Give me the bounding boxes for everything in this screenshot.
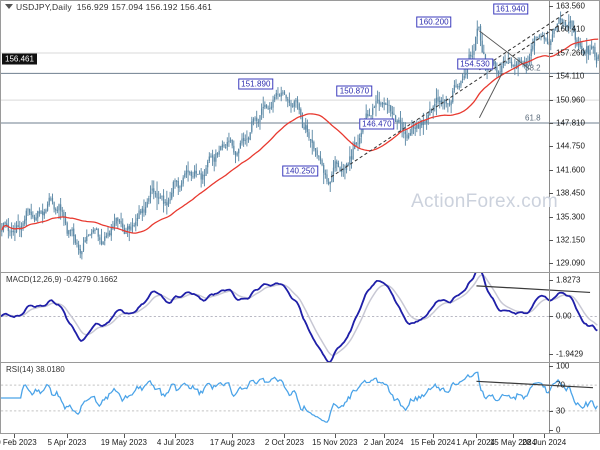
date-axis-tick — [475, 434, 477, 438]
date-axis-tick — [432, 434, 434, 438]
price-axis-tick — [549, 52, 553, 54]
rsi-axis-divider — [549, 363, 550, 433]
date-axis-label: 4 Jul 2023 — [156, 438, 194, 447]
price-axis-label: 157.260 — [556, 48, 585, 58]
date-axis-label: 20 Feb 2023 — [0, 438, 37, 447]
price-axis-tick — [549, 240, 553, 242]
price-tag[interactable]: 161.940 — [492, 3, 529, 15]
date-axis-tick — [383, 434, 385, 438]
price-axis-tick — [549, 146, 553, 148]
quote-low: 156.192 — [145, 2, 178, 12]
price-axis-label: 163.560 — [556, 1, 585, 11]
rsi-axis-tick — [549, 385, 553, 387]
macd-axis-divider — [549, 273, 550, 362]
date-axis-tick — [66, 434, 68, 438]
price-axis-tick — [549, 5, 553, 7]
date-axis-tick — [544, 434, 546, 438]
price-tag[interactable]: 154.530 — [457, 58, 493, 70]
price-tag[interactable]: 151.890 — [238, 78, 274, 90]
macd-axis-tick — [549, 316, 553, 318]
price-axis-label: 138.450 — [556, 188, 585, 198]
rsi-axis-tick — [549, 430, 553, 432]
rsi-caption: RSI(14) 38.0180 — [6, 365, 65, 374]
date-axis-label: 15 Nov 2023 — [312, 438, 358, 447]
watermark: ActionForex.com — [411, 191, 559, 212]
rsi-axis-label: 100 — [556, 361, 570, 371]
price-tag[interactable]: 140.250 — [282, 165, 318, 177]
rsi-axis-label: 30 — [556, 406, 565, 416]
price-axis-tick — [549, 169, 553, 171]
date-axis-tick — [284, 434, 286, 438]
date-axis-label: 2 Oct 2023 — [264, 438, 304, 447]
date-axis-label: 28 Jun 2024 — [522, 438, 567, 447]
price-tag[interactable]: 150.870 — [336, 85, 373, 97]
macd-plot-area[interactable] — [1, 273, 599, 362]
fib-level-label: 61.8 — [525, 113, 541, 123]
quote-open: 156.929 — [76, 2, 109, 12]
date-axis-tick — [232, 434, 234, 438]
price-axis-label: 135.300 — [556, 212, 585, 222]
date-axis[interactable]: 20 Feb 2023 5 Apr 2023 19 May 2023 4 Jul 20… — [0, 434, 566, 450]
price-axis-tick — [549, 193, 553, 195]
price-axis[interactable]: 163.560 160.410 157.260 154.110 150.960 147.8… — [549, 1, 600, 271]
date-axis-label: 2 Jan 2024 — [363, 438, 404, 447]
date-axis-label: 17 Aug 2023 — [209, 438, 255, 447]
symbol-label: USDJPY,Daily — [16, 2, 72, 12]
price-axis-label: 160.410 — [556, 24, 585, 34]
fib-level-label: 38.2 — [525, 63, 541, 73]
macd-axis-tick — [549, 280, 553, 282]
macd-axis-label: 0.00 — [556, 311, 572, 321]
rsi-panel[interactable]: RSI(14) 38.0180 100 70 30 0 — [0, 361, 600, 435]
price-candles-svg — [1, 9, 599, 260]
quote-high: 157.094 — [111, 2, 144, 12]
rsi-plot-area[interactable] — [1, 363, 599, 433]
date-axis-tick — [175, 434, 177, 438]
price-axis-tick — [549, 123, 553, 125]
price-axis-label: 141.600 — [556, 165, 585, 175]
date-axis-tick — [334, 434, 336, 438]
price-axis-tick — [549, 216, 553, 218]
date-axis-label: 15 Feb 2024 — [410, 438, 456, 447]
price-axis-label: 129.090 — [556, 258, 585, 268]
rsi-axis-label: 0 — [556, 425, 561, 435]
price-axis-label: 154.110 — [556, 71, 585, 81]
price-axis-tick — [549, 99, 553, 101]
macd-axis[interactable]: 1.8273 0.00 -1.9429 — [549, 273, 600, 361]
rsi-line-svg — [1, 371, 599, 423]
current-price-badge: 156.461 — [2, 53, 37, 65]
price-chart-panel[interactable]: ActionForex.com 151.890 140.250 150.870 146… — [0, 0, 600, 272]
date-axis-tick — [123, 434, 125, 438]
macd-axis-label: 1.8273 — [556, 275, 581, 285]
rsi-axis-label: 70 — [556, 380, 565, 390]
price-axis-label: 144.750 — [556, 141, 585, 151]
price-plot-area[interactable] — [1, 1, 599, 272]
price-axis-label: 150.960 — [556, 95, 585, 105]
price-tag[interactable]: 160.200 — [416, 16, 452, 28]
date-axis-label: 1 Apr 2024 — [456, 438, 496, 447]
macd-axis-tick — [549, 354, 553, 356]
date-axis-label: 19 May 2023 — [100, 438, 147, 447]
date-axis-label: 15 May 2024 — [489, 438, 537, 447]
rsi-axis-tick — [549, 365, 553, 367]
macd-axis-label: -1.9429 — [556, 349, 584, 359]
price-tag[interactable]: 146.470 — [359, 118, 395, 130]
price-axis-label: 132.150 — [556, 235, 585, 245]
symbol-quote-line[interactable]: USDJPY,Daily 156.929 157.094 156.192 156.… — [5, 2, 212, 12]
quote-close: 156.461 — [180, 2, 213, 12]
date-axis-tick — [14, 434, 16, 438]
price-axis-divider — [549, 1, 550, 272]
date-axis-tick — [512, 434, 514, 438]
rsi-axis-tick — [549, 410, 553, 412]
price-axis-label: 147.810 — [556, 118, 585, 128]
price-axis-tick — [549, 29, 553, 31]
rsi-axis[interactable]: 100 70 30 0 — [549, 361, 600, 435]
price-axis-tick — [549, 76, 553, 78]
date-axis-label: 5 Apr 2023 — [47, 438, 87, 447]
macd-caption: MACD(12,26,9) -0.4279 0.1662 — [6, 275, 118, 284]
triangle-down-icon[interactable] — [5, 4, 13, 9]
macd-panel[interactable]: MACD(12,26,9) -0.4279 0.1662 1.8273 0.00 -… — [0, 272, 600, 362]
price-axis-tick — [549, 262, 553, 264]
macd-lines-svg — [1, 273, 599, 362]
